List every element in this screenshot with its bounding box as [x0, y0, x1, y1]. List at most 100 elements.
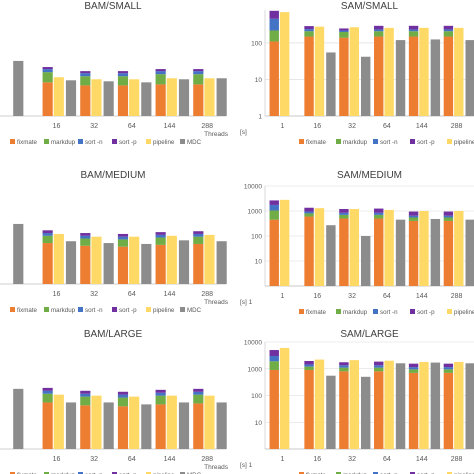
x-tick-label: 64 [383, 123, 391, 130]
x-tick-label: 32 [348, 123, 356, 130]
bar-sort-n [408, 29, 419, 32]
bar-sort-p [155, 232, 166, 235]
bar-fixmate [269, 219, 279, 286]
x-tick-label: 144 [416, 456, 428, 463]
legend-label: pipeline [153, 307, 175, 314]
legend-label: fixmate [17, 139, 38, 146]
chart-sam-small: SAM/SMALL 1 10 100 1 16 32 64 144 288 [s] fixmate ma… [240, 1, 474, 146]
bar-fixmate [193, 243, 204, 284]
legend-swatch [44, 472, 49, 474]
bar-pipeline [279, 12, 290, 117]
bar-sort-p [193, 388, 204, 392]
bar-mdc [103, 402, 114, 449]
bar-fixmate [269, 369, 279, 449]
legend-label: sort -n [380, 139, 398, 146]
x-tick-label: 32 [90, 456, 98, 463]
legend-label: markdup [51, 139, 76, 146]
y-tick-label: 10 [255, 259, 263, 266]
y-tick-label: 1000 [248, 209, 263, 216]
bar-sort-p [155, 389, 166, 393]
bar-pipeline [204, 395, 215, 449]
x-tick-label: 288 [451, 123, 463, 130]
bar-sort-p [339, 28, 349, 31]
y-tick-label: 100 [251, 40, 262, 47]
chart-title: BAM/SMALL [84, 1, 142, 12]
legend-swatch [410, 309, 415, 314]
legend-label: markdup [343, 139, 368, 146]
bar-fixmate [339, 371, 349, 449]
bar-pipeline [349, 209, 360, 286]
bar-mdc [361, 56, 371, 116]
legend-label: sort -p [417, 309, 435, 316]
bar-sort-p [304, 360, 314, 365]
bar-pipeline [454, 27, 464, 116]
bar-fixmate [408, 220, 419, 286]
bar-sort-n [408, 215, 419, 218]
x-tick-label: 16 [53, 291, 61, 298]
bar-fixmate [80, 405, 91, 449]
bar-fixmate [443, 220, 454, 286]
legend-label: sort -p [417, 472, 435, 474]
legend-label: pipeline [153, 472, 175, 474]
bar-markdup [304, 31, 314, 37]
bar-fixmate [42, 243, 53, 284]
bar-pipeline [279, 347, 290, 449]
bar-mdc [361, 376, 371, 449]
legend-label: pipeline [454, 309, 474, 316]
legend-swatch [180, 307, 185, 312]
bar-pipeline [129, 396, 140, 449]
bar-fixmate [193, 84, 204, 116]
legend-swatch [180, 472, 185, 474]
chart-sam-large: SAM/LARGE 10 100 1000 10000 1 16 32 64 144 288 [s] … [240, 329, 474, 474]
x-tick-label: 64 [128, 291, 136, 298]
bar-sort-p [374, 361, 384, 366]
x-tick-label: 144 [164, 123, 176, 130]
bar-mdc [326, 225, 336, 286]
bar-sort-p [80, 71, 91, 74]
bar-fixmate [339, 218, 349, 286]
x-tick-label: 32 [348, 293, 356, 300]
bar-pipeline [384, 27, 394, 116]
bar-pipeline [314, 359, 325, 449]
bar-markdup [117, 239, 129, 247]
bar-fixmate [193, 403, 204, 449]
bar-mdc [430, 362, 441, 449]
bar-sort-n [42, 390, 53, 394]
bar-sort-p [408, 211, 419, 216]
bar-mdc [141, 243, 152, 284]
bar-pipeline [384, 360, 394, 449]
bar-fixmate [117, 246, 129, 284]
bar-sort-n [117, 73, 129, 77]
bar-mdc [65, 80, 77, 116]
bar-sort-n [80, 393, 91, 397]
bar-markdup [339, 31, 349, 38]
bar-pipeline [129, 79, 140, 116]
bar-mdc [216, 241, 227, 284]
bar-markdup [193, 236, 204, 244]
bar-markdup [269, 210, 279, 220]
bar-pipeline [129, 236, 140, 284]
bar-markdup [42, 235, 53, 244]
bar-mdc [395, 40, 406, 116]
bar-sort-n [339, 30, 349, 32]
bar-sort-n [193, 233, 204, 237]
legend-swatch [146, 307, 151, 312]
legend-swatch [146, 139, 151, 144]
bar-markdup [269, 30, 279, 42]
x-tick-label: 64 [128, 123, 136, 130]
x-axis-title: Threads [204, 131, 228, 138]
bar-pipeline [53, 77, 64, 116]
bar-pipeline [91, 79, 102, 116]
x-tick-label: 32 [90, 123, 98, 130]
x-tick-label: 1 [280, 456, 284, 463]
x-tick-label: 16 [313, 293, 321, 300]
bar-fixmate [117, 85, 129, 116]
bar-mdc [430, 39, 441, 116]
bar-markdup [117, 397, 129, 407]
chart-title: SAM/LARGE [340, 329, 399, 340]
chart-sam-medium: SAM/MEDIUM 10 100 1000 10000 1 16 32 64 144 288 [s]… [240, 170, 474, 316]
bar-mdc [216, 78, 227, 116]
bar-pipeline [419, 211, 429, 286]
bar-sort-n [374, 365, 384, 368]
